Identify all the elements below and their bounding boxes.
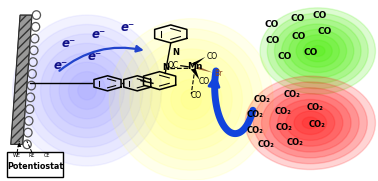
Text: CO₂: CO₂: [247, 125, 264, 134]
Ellipse shape: [270, 94, 351, 152]
Text: e⁻: e⁻: [91, 28, 105, 41]
Ellipse shape: [302, 117, 318, 129]
Ellipse shape: [262, 88, 359, 158]
Ellipse shape: [59, 62, 115, 119]
Ellipse shape: [286, 105, 335, 140]
Text: CO₂: CO₂: [283, 90, 300, 99]
Text: CO: CO: [266, 36, 280, 45]
Ellipse shape: [171, 79, 212, 120]
Ellipse shape: [181, 89, 201, 110]
Ellipse shape: [119, 29, 263, 170]
Text: CO₂: CO₂: [276, 123, 293, 132]
Text: CO: CO: [290, 14, 305, 23]
Polygon shape: [191, 57, 205, 65]
Text: CO: CO: [264, 20, 279, 29]
Text: CO: CO: [317, 27, 332, 36]
Ellipse shape: [267, 13, 368, 89]
Ellipse shape: [40, 43, 133, 138]
Text: Potentiostat: Potentiostat: [7, 162, 63, 171]
Text: CO: CO: [198, 77, 209, 86]
Ellipse shape: [130, 39, 253, 160]
Text: CO: CO: [206, 52, 218, 60]
Polygon shape: [11, 15, 32, 144]
Ellipse shape: [109, 19, 273, 180]
Ellipse shape: [303, 40, 332, 62]
Text: RE: RE: [29, 153, 35, 158]
Ellipse shape: [282, 24, 354, 78]
Text: CO₂: CO₂: [254, 95, 270, 104]
Ellipse shape: [31, 34, 143, 147]
FancyBboxPatch shape: [7, 152, 63, 177]
Text: CO₂: CO₂: [306, 103, 323, 112]
Text: CO₂: CO₂: [275, 107, 292, 116]
Text: e⁻: e⁻: [121, 21, 135, 34]
Ellipse shape: [68, 72, 105, 109]
Ellipse shape: [150, 59, 232, 140]
Text: CO: CO: [291, 32, 305, 41]
Ellipse shape: [294, 111, 327, 134]
Text: CO: CO: [277, 52, 291, 61]
Text: Mn: Mn: [187, 62, 203, 71]
Text: CO₂: CO₂: [257, 140, 274, 149]
Ellipse shape: [12, 15, 161, 166]
Ellipse shape: [296, 35, 339, 67]
Ellipse shape: [311, 46, 325, 56]
Text: N: N: [163, 63, 169, 72]
Text: CO₂: CO₂: [308, 120, 325, 129]
Ellipse shape: [274, 19, 361, 83]
Text: CO: CO: [313, 10, 327, 20]
Ellipse shape: [245, 76, 375, 170]
Polygon shape: [196, 67, 212, 73]
Ellipse shape: [289, 30, 347, 73]
Ellipse shape: [22, 24, 152, 157]
Ellipse shape: [253, 82, 367, 164]
Ellipse shape: [140, 49, 242, 150]
Text: e⁻: e⁻: [54, 59, 68, 72]
Text: CE: CE: [43, 153, 50, 158]
Ellipse shape: [161, 69, 222, 130]
Ellipse shape: [50, 53, 124, 128]
Text: e⁻: e⁻: [87, 50, 102, 63]
Ellipse shape: [78, 81, 96, 100]
Text: CO₂: CO₂: [247, 110, 264, 119]
Ellipse shape: [278, 100, 343, 146]
Text: CO₂: CO₂: [286, 138, 303, 147]
Text: CO: CO: [190, 91, 201, 100]
Text: Br: Br: [214, 70, 222, 79]
Text: CO: CO: [304, 48, 318, 57]
Text: e⁻: e⁻: [61, 37, 76, 50]
Ellipse shape: [260, 8, 375, 94]
Polygon shape: [191, 69, 200, 80]
Text: OC: OC: [168, 61, 179, 70]
Text: WE: WE: [13, 153, 21, 158]
Text: N: N: [172, 48, 179, 57]
